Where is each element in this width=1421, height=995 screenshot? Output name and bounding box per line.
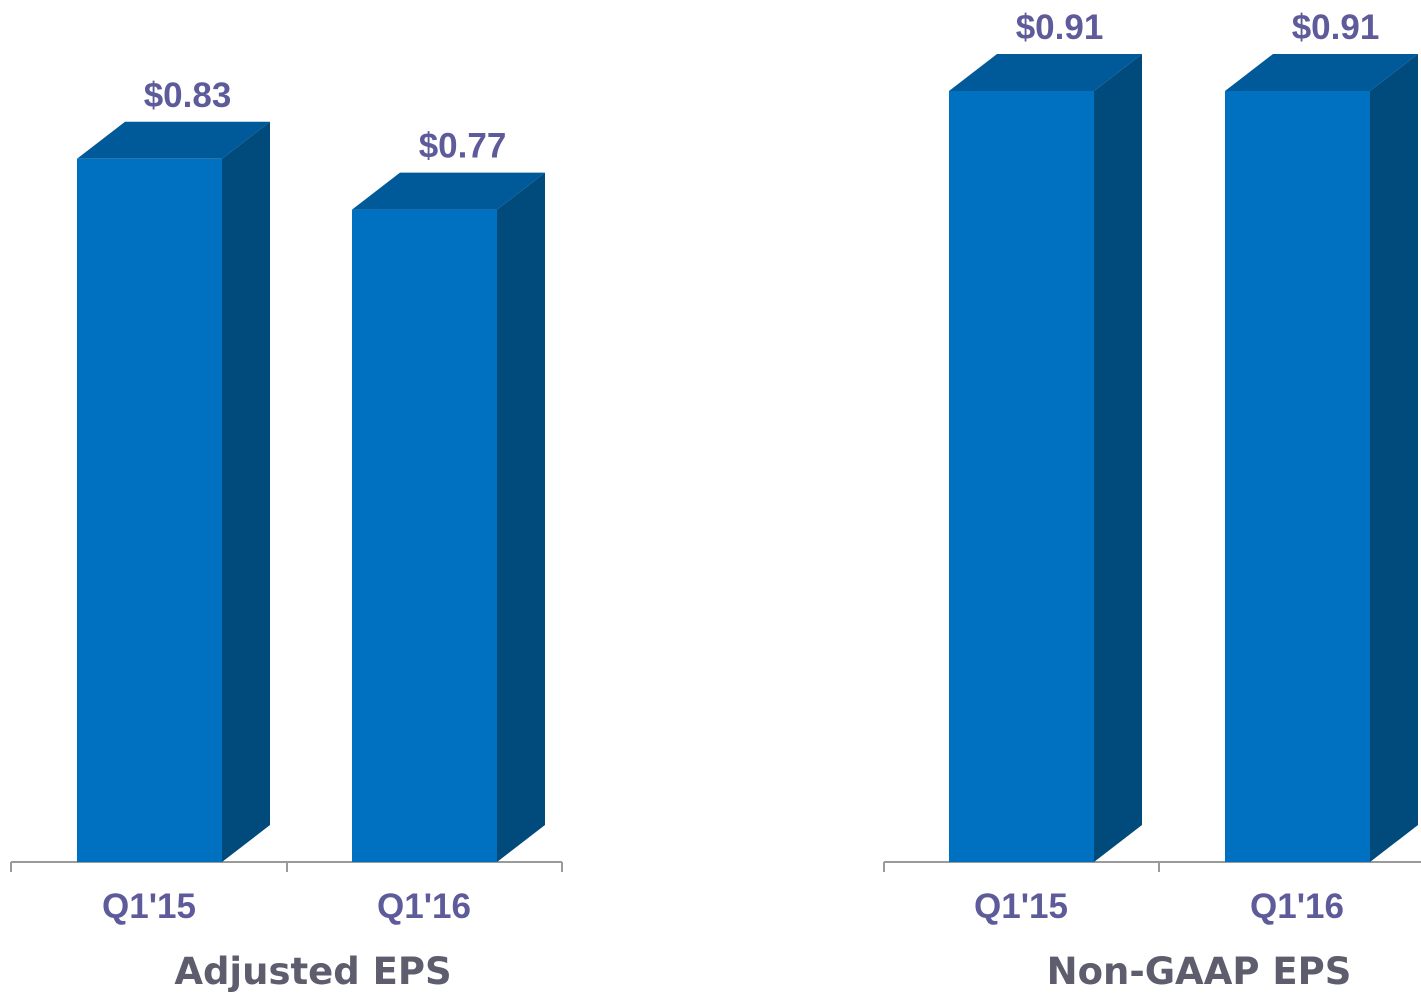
bar-top-face [949, 54, 1142, 92]
bar-side-face [1370, 54, 1418, 862]
chart-title: Non-GAAP EPS [1047, 950, 1352, 993]
bar-front-face [77, 158, 222, 863]
bar-front-face [1225, 91, 1370, 862]
x-tick-label: Q1'15 [974, 887, 1068, 926]
bar-side-face [497, 172, 545, 862]
bar-front-face [949, 91, 1094, 862]
bar-q115 [949, 54, 1142, 862]
bar-top-face [77, 121, 270, 159]
bar-side-face [222, 121, 270, 863]
bar-value-label: $0.91 [1292, 8, 1380, 47]
bar-value-label: $0.77 [419, 127, 507, 166]
bar-q115 [77, 121, 270, 863]
bar-value-label: $0.91 [1016, 8, 1104, 47]
chart-adjusted-eps: $0.83 Q1'15 $0.77 Q1'16 Adjusted EPS [10, 76, 563, 993]
x-tick-label: Q1'15 [102, 887, 196, 926]
chart-title: Adjusted EPS [174, 950, 451, 993]
bar-q116 [1225, 54, 1418, 862]
bar-q116 [352, 172, 545, 862]
bar-side-face [1094, 54, 1142, 862]
x-tick-label: Q1'16 [377, 887, 471, 926]
bar-front-face [352, 209, 497, 862]
bar-top-face [1225, 54, 1418, 92]
x-tick-label: Q1'16 [1250, 887, 1344, 926]
bar-value-label: $0.83 [144, 76, 232, 115]
bar-top-face [352, 172, 545, 210]
chart-non-gaap-eps: $0.91 Q1'15 $0.91 Q1'16 Non-GAAP EPS [883, 8, 1421, 993]
